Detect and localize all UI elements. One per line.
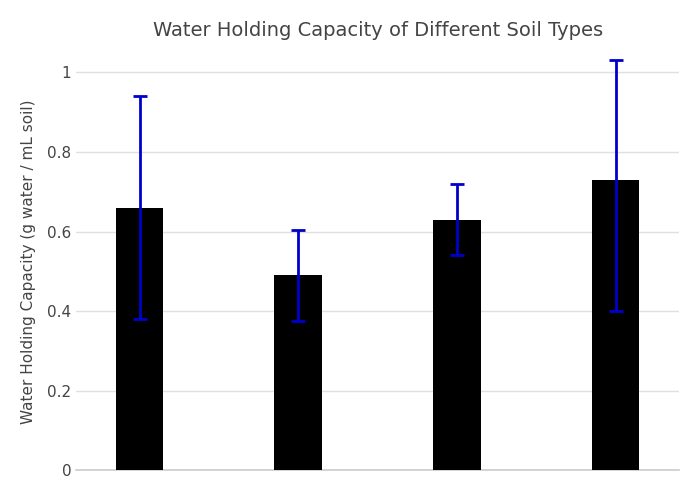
Bar: [592, 180, 640, 470]
Bar: [116, 208, 163, 470]
Y-axis label: Water Holding Capacity (g water / mL soil): Water Holding Capacity (g water / mL soi…: [21, 99, 36, 424]
Bar: [274, 276, 322, 470]
Title: Water Holding Capacity of Different Soil Types: Water Holding Capacity of Different Soil…: [153, 21, 603, 40]
Bar: [433, 220, 481, 470]
